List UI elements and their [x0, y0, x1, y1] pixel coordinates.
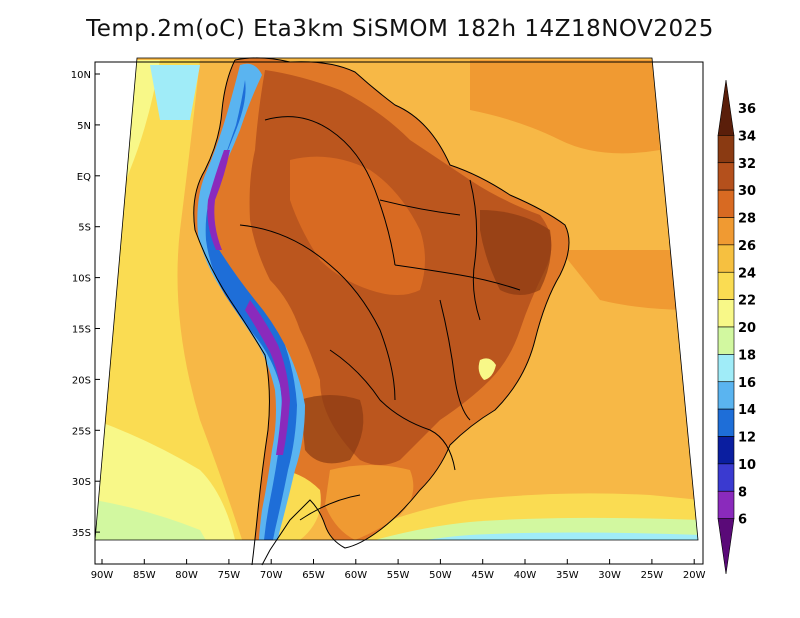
colorbar-segment — [717, 299, 735, 328]
colorbar-segment — [717, 271, 735, 300]
colorbar-segment — [717, 354, 735, 383]
lon-label: 40W — [514, 570, 537, 581]
colorbar-segment — [717, 217, 735, 246]
border-state-4 — [379, 199, 461, 216]
colorbar-label: 28 — [738, 212, 756, 227]
north-andes-coldest — [207, 150, 230, 250]
plot-frame — [94, 61, 704, 565]
map-field — [95, 58, 698, 565]
colorbar-segment — [717, 408, 735, 437]
lat-label: 10S — [72, 274, 91, 285]
colorbar-segment — [717, 436, 735, 465]
atlantic-warm-patch-2 — [560, 250, 695, 310]
longitude-axis: 90W 85W 80W 75W 70W 65W 60W 55W 50W 45W 40W 35W 30W 2… — [91, 559, 706, 581]
lon-label: 70W — [260, 570, 283, 581]
lat-label: 35S — [72, 528, 91, 539]
central-warm-zone — [290, 156, 425, 295]
border-argentina-chile — [299, 494, 361, 521]
lat-label: 20S — [72, 375, 91, 386]
border-state-3 — [469, 179, 481, 321]
gran-chaco-hot-zone — [300, 395, 364, 464]
coastline-west — [193, 59, 270, 566]
atlantic-south-band-4 — [360, 545, 650, 565]
lat-label: EQ — [77, 172, 91, 183]
lon-label: 60W — [344, 570, 367, 581]
colorbar-segment — [717, 244, 735, 273]
lat-label: 5S — [78, 223, 91, 234]
lat-label: 15S — [72, 325, 91, 336]
political-borders — [193, 57, 570, 566]
colorbar-segment — [717, 135, 735, 164]
border-bolivia — [239, 224, 396, 401]
domain-outline — [94, 57, 699, 541]
colorbar-label: 10 — [738, 458, 756, 473]
colorbar-label: 8 — [738, 485, 747, 500]
lon-label: 55W — [387, 570, 410, 581]
pampas-mild-zone — [325, 465, 414, 540]
lon-label: 75W — [218, 570, 241, 581]
colorbar-label: 20 — [738, 321, 756, 336]
atlantic-south-band-2 — [300, 517, 698, 540]
colorbar-label: 24 — [738, 266, 756, 281]
lon-label: 50W — [429, 570, 452, 581]
atlantic-south-band-5 — [420, 554, 520, 565]
colorbar-segment — [717, 490, 735, 519]
colorbar-segment — [717, 381, 735, 410]
atlantic-warm-patch — [470, 60, 660, 154]
coastline-east — [234, 57, 570, 566]
border-state-2 — [439, 299, 471, 421]
map-title: Temp.2m(oC) Eta3km SiSMOM 182h 14Z18NOV2… — [86, 16, 714, 42]
colorbar-label: 18 — [738, 348, 756, 363]
colorbar-label: 32 — [738, 157, 756, 172]
colorbar-segment — [717, 162, 735, 191]
latitude-axis: 10N 5N EQ 5S 10S 15S 20S 25S 30S 35S — [71, 70, 100, 539]
lon-label: 25W — [641, 570, 664, 581]
andes-cold-band — [205, 80, 297, 540]
lat-label: 10N — [71, 70, 91, 81]
colorbar: 36 34 32 30 28 26 24 22 20 18 16 14 12 10 8 6 — [717, 79, 756, 575]
lat-label: 5N — [77, 121, 91, 132]
colorbar-segment — [717, 518, 735, 575]
lat-label: 25S — [72, 426, 91, 437]
colorbar-segment — [717, 79, 735, 136]
colorbar-label: 12 — [738, 431, 756, 446]
lon-label: 80W — [175, 570, 198, 581]
southeast-cool-spot — [478, 358, 496, 380]
colorbar-label: 6 — [738, 513, 747, 528]
colorbar-segment — [717, 463, 735, 492]
colorbar-label: 16 — [738, 376, 756, 391]
colorbar-label: 36 — [738, 102, 756, 117]
border-paraguay — [329, 349, 456, 471]
northeast-hot-zone — [480, 210, 552, 295]
lon-label: 90W — [91, 570, 114, 581]
colorbar-label: 14 — [738, 403, 756, 418]
colorbar-label: 34 — [738, 129, 756, 144]
colorbar-segment — [717, 326, 735, 355]
colorbar-label: 26 — [738, 239, 756, 254]
colorbar-segment — [717, 189, 735, 218]
lon-label: 30W — [598, 570, 621, 581]
lon-label: 20W — [683, 570, 706, 581]
colorbar-label: 22 — [738, 294, 756, 309]
pacific-coolest-south — [95, 500, 220, 540]
lat-label: 30S — [72, 477, 91, 488]
lon-label: 85W — [133, 570, 156, 581]
lon-label: 35W — [556, 570, 579, 581]
pacific-cold-patch — [150, 65, 200, 120]
altiplano-coldest — [245, 300, 290, 455]
border-north — [264, 116, 396, 266]
lon-label: 65W — [302, 570, 325, 581]
lon-label: 45W — [471, 570, 494, 581]
border-state-1 — [394, 264, 521, 291]
colorbar-label: 30 — [738, 184, 756, 199]
